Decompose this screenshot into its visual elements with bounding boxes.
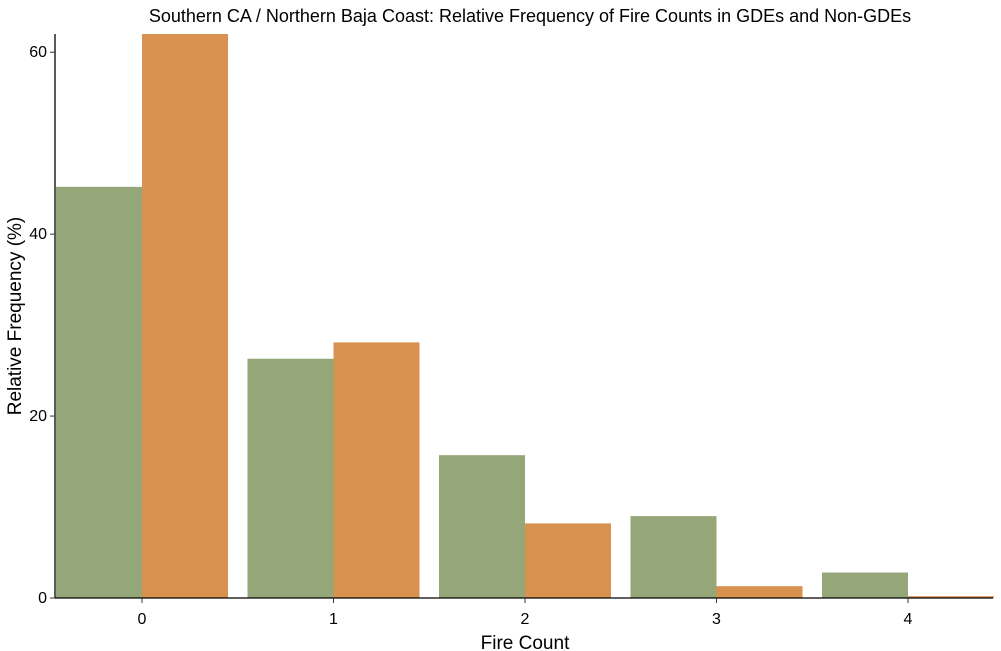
y-tick-label-0: 0 bbox=[38, 590, 47, 607]
bar-series2-cat-0 bbox=[142, 34, 228, 598]
y-tick-label-60: 60 bbox=[29, 44, 47, 61]
plot-area: 0 20 40 60 0 1 2 3 4 bbox=[29, 34, 994, 628]
bar-series1-cat-0 bbox=[56, 186, 142, 598]
y-tick-label-40: 40 bbox=[29, 226, 47, 243]
bar-series1-cat-3 bbox=[630, 516, 717, 598]
x-tick-label-4: 4 bbox=[904, 611, 913, 628]
bar-series2-cat-1 bbox=[333, 342, 420, 598]
bar-series1-cat-2 bbox=[439, 455, 525, 598]
chart-title: Southern CA / Northern Baja Coast: Relat… bbox=[149, 6, 911, 26]
y-tick-label-20: 20 bbox=[29, 408, 47, 425]
bar-series2-cat-4 bbox=[908, 596, 994, 598]
x-tick-label-1: 1 bbox=[329, 611, 338, 628]
bar-series1-cat-4 bbox=[822, 572, 908, 598]
x-tick-label-3: 3 bbox=[712, 611, 721, 628]
bar-series2-cat-3 bbox=[716, 586, 803, 598]
x-axis-title: Fire Count bbox=[481, 633, 570, 651]
bar-series2-cat-2 bbox=[525, 523, 611, 598]
bar-series1-cat-1 bbox=[247, 358, 334, 598]
x-tick-label-0: 0 bbox=[138, 611, 147, 628]
x-tick-label-2: 2 bbox=[521, 611, 530, 628]
y-axis-title: Relative Frequency (%) bbox=[5, 217, 26, 416]
